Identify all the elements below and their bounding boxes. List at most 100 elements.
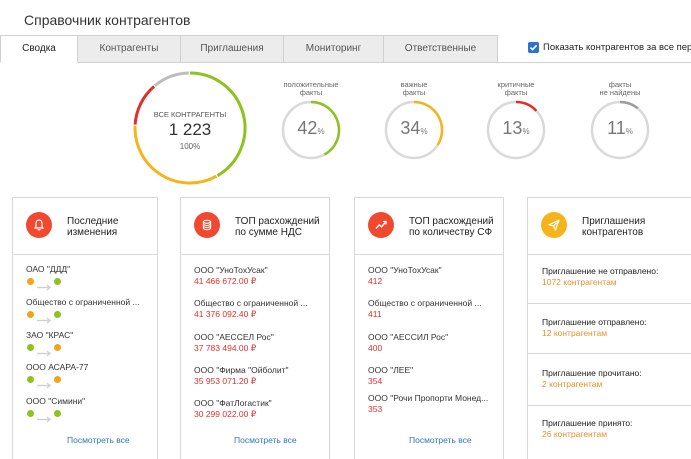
status-change-indicator bbox=[27, 278, 61, 291]
arrow-right-icon bbox=[36, 278, 52, 291]
change-item-name[interactable]: ООО "Симини" bbox=[26, 396, 86, 406]
invite-status-count[interactable]: 12 контрагентам bbox=[542, 328, 608, 338]
status-change-indicator bbox=[27, 410, 61, 423]
tab-monitoring[interactable]: Мониторинг bbox=[284, 35, 384, 63]
total-label: ВСЕ КОНТРАГЕНТЫ bbox=[153, 110, 227, 119]
gauge-notfound-label: факты не найдены bbox=[599, 80, 641, 97]
total-ring-segment bbox=[133, 125, 218, 185]
total-ring-segment bbox=[133, 85, 156, 125]
counterparty-value: 400 bbox=[368, 343, 383, 353]
total-percent: 100% bbox=[179, 142, 201, 151]
tab-invitations[interactable]: Приглашения bbox=[181, 35, 284, 63]
gauge-important-value: 34% bbox=[400, 118, 428, 138]
panel-header: Последние изменения bbox=[13, 198, 157, 255]
status-dot-to bbox=[54, 278, 61, 285]
panel-header: ТОП расхождений по количеству СФ bbox=[355, 198, 503, 255]
counterparty-value: 37 783 494.00 ₽ bbox=[194, 343, 257, 353]
total-value: 1 223 bbox=[168, 120, 212, 139]
counterparty-name[interactable]: Общество с ограниченной ... bbox=[194, 298, 308, 308]
panel-header: ТОП расхождений по сумме НДС bbox=[181, 198, 329, 255]
status-dot-from bbox=[27, 278, 34, 285]
total-ring-segment bbox=[153, 71, 189, 87]
tab-responsible[interactable]: Ответственные bbox=[384, 35, 498, 63]
bell-icon bbox=[26, 212, 52, 238]
tab-summary[interactable]: Сводка bbox=[0, 35, 78, 63]
summary-gauges bbox=[0, 63, 691, 193]
top-vat-panel: ТОП расхождений по сумме НДС ООО "УноТохУ… bbox=[180, 197, 330, 459]
see-all-link[interactable]: Посмотреть все bbox=[409, 435, 472, 445]
coins-icon bbox=[194, 212, 220, 238]
invite-status-title: Приглашение не отправлено: bbox=[542, 266, 659, 276]
counterparty-name[interactable]: Общество с ограниченной ... bbox=[368, 298, 482, 308]
change-item-name[interactable]: ООО АСАРА-77 bbox=[26, 362, 89, 372]
counterparty-value: 30 299 022.00 ₽ bbox=[194, 409, 257, 419]
arrow-right-icon bbox=[36, 344, 52, 357]
status-dot-to bbox=[54, 311, 61, 318]
invite-status-not-sent[interactable]: Приглашение не отправлено: 1072 контраге… bbox=[528, 255, 691, 304]
status-dot-to bbox=[54, 410, 61, 417]
invite-status-count[interactable]: 2 контрагентам bbox=[542, 379, 603, 389]
gauge-important-label: важные факты bbox=[400, 80, 428, 97]
panel-title: ТОП расхождений по сумме НДС bbox=[235, 216, 320, 238]
invite-status-count[interactable]: 1072 контрагентам bbox=[542, 277, 617, 287]
gauge-fill bbox=[310, 100, 341, 156]
see-all-link[interactable]: Посмотреть все bbox=[234, 435, 297, 445]
change-item-name[interactable]: ЗАО "КРАС" bbox=[26, 330, 74, 340]
status-dot-from bbox=[27, 410, 34, 417]
counterparty-name[interactable]: ООО "УноТохУсак" bbox=[194, 265, 268, 275]
tab-bar: Сводка Контрагенты Приглашения Мониторин… bbox=[0, 35, 691, 63]
top-count-panel: ТОП расхождений по количеству СФ ООО "Уно… bbox=[354, 197, 504, 459]
show-all-label: Показать контрагентов за все пер bbox=[543, 42, 691, 53]
invite-status-read[interactable]: Приглашение прочитано: 2 контрагентам bbox=[528, 354, 691, 406]
gauge-critical-value: 13% bbox=[502, 118, 530, 138]
status-dot-to bbox=[54, 344, 61, 351]
counterparty-name[interactable]: ООО "АЕССЕЛ Рос" bbox=[194, 332, 274, 342]
invite-status-title: Приглашение отправлено: bbox=[542, 317, 647, 327]
recent-changes-panel: Последние изменения ОАО "ДДД" Общество с о… bbox=[12, 197, 158, 459]
counterparty-value: 353 bbox=[368, 404, 383, 414]
invite-status-count[interactable]: 26 контрагентам bbox=[542, 429, 608, 439]
gauge-fill bbox=[413, 100, 444, 146]
counterparty-value: 354 bbox=[368, 376, 383, 386]
status-dot-from bbox=[27, 344, 34, 351]
checkbox-checked-icon[interactable] bbox=[528, 42, 539, 53]
show-all-checkbox[interactable]: Показать контрагентов за все пер bbox=[528, 42, 691, 53]
invite-status-title: Приглашение принято: bbox=[542, 418, 633, 428]
total-ring-segment bbox=[189, 71, 247, 177]
arrow-right-icon bbox=[36, 376, 52, 389]
counterparty-name[interactable]: ООО "УноТохУсак" bbox=[368, 265, 442, 275]
status-change-indicator bbox=[27, 344, 61, 357]
gauge-rings bbox=[133, 71, 650, 185]
invite-status-sent[interactable]: Приглашение отправлено: 12 контрагентам bbox=[528, 304, 691, 354]
page-title: Справочник контрагентов bbox=[24, 12, 191, 28]
fact-rings bbox=[281, 100, 650, 160]
counterparty-name[interactable]: ООО "Рочи Пропорти Монед... bbox=[368, 393, 489, 403]
counterparty-value: 35 953 071.20 ₽ bbox=[194, 376, 257, 386]
arrow-right-icon bbox=[36, 311, 52, 324]
change-item-name[interactable]: Общество с ограниченной ... bbox=[26, 297, 140, 307]
counterparty-value: 411 bbox=[368, 309, 382, 319]
invite-status-accepted[interactable]: Приглашение принято: 26 контрагентам bbox=[528, 406, 691, 459]
panel-title: Последние изменения bbox=[67, 216, 119, 238]
total-ring bbox=[133, 71, 247, 185]
gauge-fill bbox=[515, 100, 538, 112]
counterparty-name[interactable]: ООО "АЕССИЛ Рос" bbox=[368, 332, 449, 342]
counterparty-name[interactable]: ООО "ЛЕЕ" bbox=[368, 365, 414, 375]
panel-title: ТОП расхождений по количеству СФ bbox=[409, 216, 494, 238]
invitations-panel: Приглашения контрагентов Приглашение не о… bbox=[527, 197, 691, 459]
arrow-right-icon bbox=[36, 410, 52, 423]
counterparty-value: 412 bbox=[368, 276, 383, 286]
see-all-link[interactable]: Посмотреть все bbox=[67, 435, 130, 445]
counterparty-name[interactable]: ООО "Фирма "Ойболит" bbox=[194, 365, 289, 375]
status-dot-from bbox=[27, 311, 34, 318]
trend-icon bbox=[368, 212, 394, 238]
tab-counterparties[interactable]: Контрагенты bbox=[78, 35, 181, 63]
gauge-critical-label: критичные факты bbox=[497, 80, 535, 97]
gauge-notfound-value: 11% bbox=[607, 118, 633, 138]
status-change-indicator bbox=[27, 311, 61, 324]
status-dot-from bbox=[27, 376, 34, 383]
gauge-positive-label: положительные факты bbox=[283, 80, 339, 97]
status-change-indicator bbox=[27, 376, 61, 389]
change-item-name[interactable]: ОАО "ДДД" bbox=[26, 264, 71, 274]
counterparty-name[interactable]: ООО "ФатЛогастик" bbox=[194, 398, 272, 408]
